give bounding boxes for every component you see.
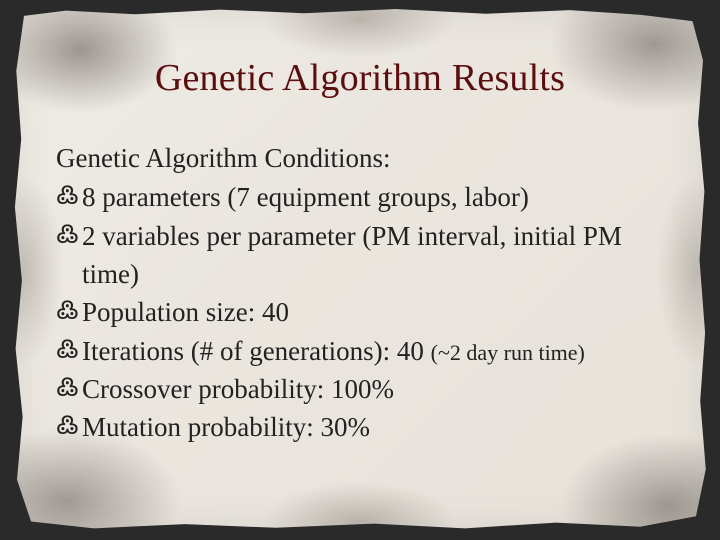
conditions-subtitle: Genetic Algorithm Conditions: [56, 140, 670, 176]
bullet-icon: ߷ [56, 332, 82, 369]
bullet-icon: ߷ [56, 178, 82, 215]
bullet-text: Mutation probability: 30% [82, 408, 670, 446]
bullet-item: ߷ Mutation probability: 30% [56, 408, 670, 446]
bullet-item: ߷ 2 variables per parameter (PM interval… [56, 217, 670, 294]
bullet-icon: ߷ [56, 370, 82, 407]
bullet-text: 2 variables per parameter (PM interval, … [82, 217, 670, 294]
bullet-text: Crossover probability: 100% [82, 370, 670, 408]
slide-title: Genetic Algorithm Results [10, 56, 710, 100]
bullet-item: ߷ 8 parameters (7 equipment groups, labo… [56, 178, 670, 216]
bullet-text: 8 parameters (7 equipment groups, labor) [82, 178, 670, 216]
bullet-item: ߷ Crossover probability: 100% [56, 370, 670, 408]
bullet-text: Iterations (# of generations): 40 (~2 da… [82, 332, 670, 370]
bullet-icon: ߷ [56, 293, 82, 330]
bullet-item: ߷ Iterations (# of generations): 40 (~2 … [56, 332, 670, 370]
paper-background: Genetic Algorithm Results Genetic Algori… [10, 8, 710, 532]
bullet-text-small: (~2 day run time) [431, 340, 585, 365]
content-block: Genetic Algorithm Conditions: ߷ 8 parame… [56, 140, 670, 447]
bullet-item: ߷ Population size: 40 [56, 293, 670, 331]
bullet-icon: ߷ [56, 217, 82, 254]
bullet-text: Population size: 40 [82, 293, 670, 331]
bullet-icon: ߷ [56, 408, 82, 445]
bullet-text-main: Iterations (# of generations): 40 [82, 336, 431, 366]
